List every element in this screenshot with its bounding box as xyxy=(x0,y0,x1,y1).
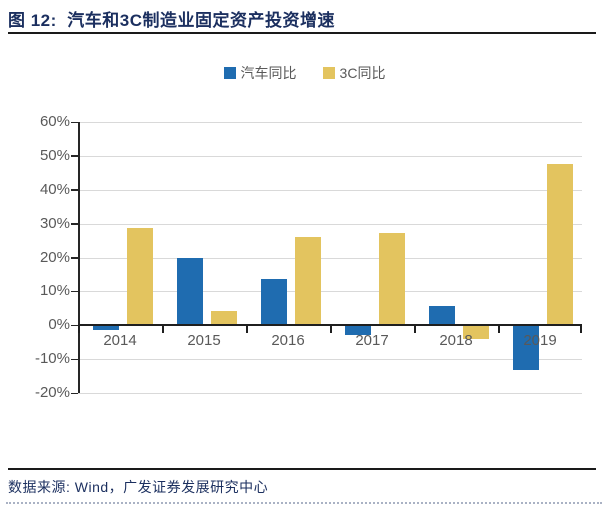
legend-label: 3C同比 xyxy=(339,65,386,81)
y-tick-label--10: -10% xyxy=(34,350,70,368)
gridline xyxy=(78,189,582,191)
bar-3C同比-2014 xyxy=(127,228,153,326)
legend-item-3C同比: 3C同比 xyxy=(322,63,386,83)
figure-title: 图 12: 汽车和3C制造业固定资产投资增速 xyxy=(8,11,335,30)
gridline xyxy=(78,223,582,225)
x-axis-tick xyxy=(78,325,80,334)
x-axis-tick xyxy=(246,325,248,334)
bar-汽车同比-2016 xyxy=(261,279,287,326)
x-axis-tick xyxy=(162,325,164,334)
gridline xyxy=(78,122,582,123)
y-tick-label-0: 0% xyxy=(48,316,70,334)
bar-3C同比-2019 xyxy=(547,164,573,326)
bar-汽车同比-2014 xyxy=(93,325,119,331)
bar-chart: 60% 50% 40% 30% 20% 10% 0% -10% -20% 2014 2015 201… xyxy=(0,113,582,401)
x-axis-tick xyxy=(580,325,582,334)
y-axis-tick xyxy=(71,155,78,157)
legend-swatch-icon xyxy=(223,67,236,79)
y-tick-label-10: 10% xyxy=(39,282,70,300)
bar-汽车同比-2019 xyxy=(513,325,539,371)
y-tick-label-40: 40% xyxy=(39,180,70,198)
x-axis-tick xyxy=(498,325,500,334)
bottom-divider xyxy=(6,502,602,504)
legend-swatch-icon xyxy=(322,67,335,79)
bar-3C同比-2015 xyxy=(211,310,237,326)
bar-3C同比-2016 xyxy=(295,236,321,326)
gridline xyxy=(78,155,582,157)
legend-label: 汽车同比 xyxy=(240,65,297,81)
x-tick-label-2016: 2016 xyxy=(271,332,305,350)
legend-item-汽车同比: 汽车同比 xyxy=(223,63,297,83)
gridline xyxy=(78,359,582,361)
y-axis-tick xyxy=(71,121,78,123)
y-tick-label-30: 30% xyxy=(39,214,70,232)
gridline xyxy=(78,393,582,394)
x-tick-label-2018: 2018 xyxy=(439,332,473,350)
gridline xyxy=(78,291,582,293)
gridline xyxy=(78,257,582,259)
bar-3C同比-2018 xyxy=(463,325,489,340)
bar-3C同比-2017 xyxy=(379,232,405,326)
plot-area: 2014 2015 2016 2017 2018 2019 xyxy=(71,121,582,394)
x-tick-label-2017: 2017 xyxy=(355,332,389,350)
source-note: 数据来源: Wind，广发证券发展研究中心 xyxy=(8,479,269,495)
y-axis-tick xyxy=(71,392,78,394)
bar-汽车同比-2015 xyxy=(177,258,203,326)
bar-汽车同比-2018 xyxy=(429,306,455,326)
bar-汽车同比-2017 xyxy=(345,325,371,336)
y-tick-label-20: 20% xyxy=(39,248,70,266)
source-rule xyxy=(8,468,596,470)
y-axis-tick xyxy=(71,257,78,259)
x-axis-tick xyxy=(414,325,416,334)
y-axis-labels: 60% 50% 40% 30% 20% 10% 0% -10% -20% xyxy=(0,113,70,401)
y-axis-tick xyxy=(71,290,78,293)
y-tick-label-60: 60% xyxy=(39,113,70,130)
chart-legend: 汽车同比 3C同比 xyxy=(0,64,609,82)
y-axis-tick xyxy=(71,189,78,191)
y-tick-label--20: -20% xyxy=(34,384,70,401)
y-axis-tick xyxy=(71,223,78,225)
y-axis-tick xyxy=(71,324,78,327)
y-axis-tick xyxy=(71,358,78,361)
x-tick-label-2015: 2015 xyxy=(187,332,221,350)
x-tick-label-2014: 2014 xyxy=(103,332,137,350)
x-axis-tick xyxy=(330,325,332,334)
y-axis-line xyxy=(78,122,80,393)
y-tick-label-50: 50% xyxy=(39,146,70,164)
title-rule xyxy=(8,32,596,34)
x-tick-label-2019: 2019 xyxy=(523,332,557,350)
